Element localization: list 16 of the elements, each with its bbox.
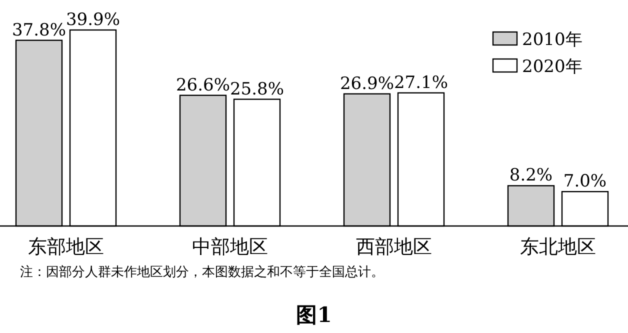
data-label: 37.8%: [12, 20, 66, 40]
data-label: 26.6%: [176, 75, 230, 96]
data-label: 7.0%: [563, 172, 607, 192]
data-label: 39.9%: [66, 10, 120, 30]
text: 图1: [296, 302, 332, 327]
data-label: 27.1%: [394, 72, 448, 93]
data-label: 8.2%: [509, 166, 553, 186]
data-label: 25.8%: [230, 79, 284, 100]
text: 注：因部分人群未作地区划分，本图数据之和不等于全国总计。: [20, 265, 384, 280]
x-tick-label: 东部地区: [28, 236, 104, 258]
data-label: 26.9%: [340, 74, 394, 94]
x-tick-label: 东北地区: [520, 236, 596, 258]
legend-label: 2010年: [522, 30, 582, 50]
x-tick-label: 中部地区: [192, 236, 268, 258]
legend-label: 2020年: [522, 57, 582, 77]
x-tick-label: 西部地区: [356, 236, 432, 258]
